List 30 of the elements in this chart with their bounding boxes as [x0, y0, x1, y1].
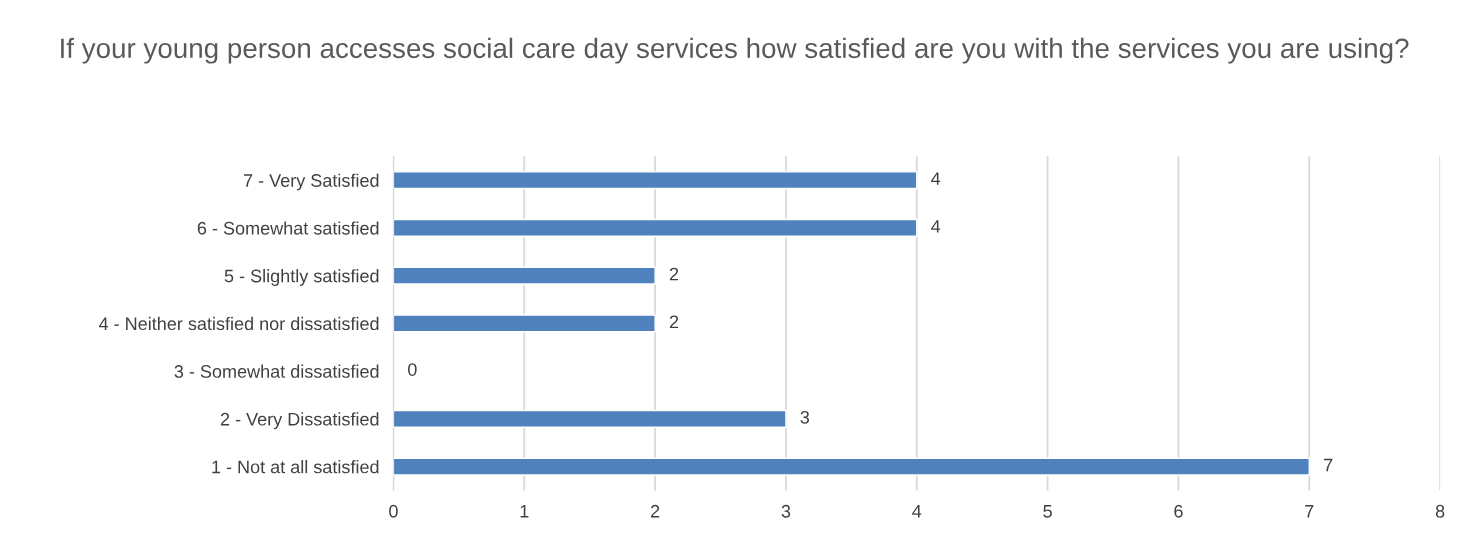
data-label: 3 — [800, 410, 810, 424]
bar — [393, 266, 656, 285]
x-tick-label: 0 — [389, 504, 398, 518]
bar — [393, 171, 918, 190]
y-tick-label: 7 - Very Satisfied — [243, 173, 379, 191]
data-label: 0 — [408, 363, 417, 376]
x-tick-label: 3 — [781, 504, 791, 518]
y-tick-label: 3 - Somewhat dissatisfied — [174, 364, 379, 378]
x-tick-label: 2 — [650, 504, 660, 518]
bar — [393, 218, 918, 237]
y-tick-label: 6 - Somewhat satisfied — [197, 221, 379, 235]
chart-title: If your young person accesses social care day services how satisfied are you with the services you are using? — [61, 37, 1409, 64]
y-tick-label: 1 - Not at all satisfied — [212, 460, 379, 474]
x-tick-label: 4 — [912, 505, 922, 518]
data-label: 4 — [931, 220, 941, 233]
data-label: 4 — [931, 172, 941, 185]
x-tick-label: 6 — [1174, 504, 1183, 518]
x-tick-label: 8 — [1435, 504, 1445, 518]
bar — [393, 314, 656, 333]
y-tick-label: 5 - Slightly satisfied — [224, 269, 379, 286]
bar — [393, 409, 787, 428]
data-label: 7 — [1324, 458, 1333, 472]
data-label: 2 — [669, 315, 679, 329]
x-tick-label: 5 — [1043, 505, 1052, 518]
data-label: 2 — [669, 267, 679, 281]
y-tick-label: 4 - Neither satisfied nor dissatisfied — [98, 316, 379, 331]
x-tick-label: 7 — [1305, 505, 1314, 518]
bar — [393, 457, 1310, 476]
y-tick-label: 2 - Very Dissatisfied — [220, 412, 379, 430]
x-tick-label: 1 — [520, 505, 529, 518]
